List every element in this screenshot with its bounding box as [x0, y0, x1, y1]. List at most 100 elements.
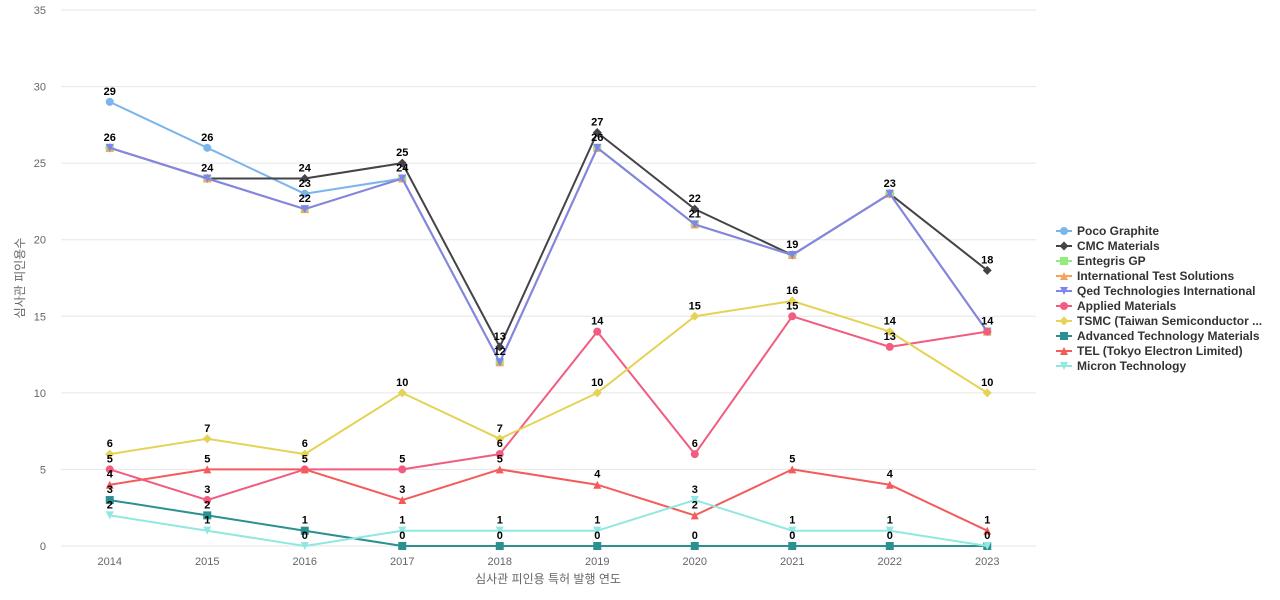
data-label: 6: [497, 438, 503, 450]
data-point[interactable]: [982, 388, 992, 398]
legend-item-5[interactable]: Qed Technologies International: [1056, 284, 1255, 298]
legend-item-2[interactable]: CMC Materials: [1056, 239, 1160, 253]
data-point[interactable]: [690, 496, 699, 505]
legend-marker[interactable]: [1060, 227, 1068, 235]
legend-item-4[interactable]: International Test Solutions: [1056, 269, 1234, 283]
data-label: 0: [692, 530, 698, 542]
data-point[interactable]: [885, 542, 894, 550]
data-point[interactable]: [202, 434, 212, 444]
data-point[interactable]: [788, 526, 797, 535]
legend-marker[interactable]: [1059, 316, 1069, 326]
data-point[interactable]: [397, 388, 407, 398]
data-point[interactable]: [398, 465, 407, 474]
data-point[interactable]: [397, 158, 407, 168]
legend-item-3[interactable]: Entegris GP: [1056, 254, 1146, 268]
y-tick-label: 5: [40, 464, 46, 476]
data-point[interactable]: [788, 542, 797, 550]
data-point[interactable]: [593, 327, 602, 336]
data-point[interactable]: [300, 465, 309, 474]
data-point[interactable]: [690, 542, 699, 550]
data-point[interactable]: [105, 496, 114, 505]
data-point[interactable]: [495, 434, 505, 444]
data-point[interactable]: [300, 526, 309, 535]
data-point[interactable]: [495, 342, 505, 352]
data-label: 2: [204, 499, 210, 511]
legend-item-7[interactable]: TSMC (Taiwan Semiconductor ...: [1056, 314, 1262, 328]
data-label: 10: [396, 377, 408, 389]
data-point[interactable]: [690, 450, 699, 459]
data-point[interactable]: [300, 189, 309, 198]
data-point[interactable]: [885, 189, 894, 198]
legend-item-10[interactable]: Micron Technology: [1056, 359, 1186, 373]
series-line: [109, 100, 989, 364]
data-point[interactable]: [495, 358, 504, 367]
data-point[interactable]: [300, 542, 309, 550]
data-point[interactable]: [203, 465, 212, 474]
legend-marker[interactable]: [1060, 287, 1068, 295]
data-point[interactable]: [398, 174, 407, 183]
legend-marker[interactable]: [1060, 362, 1068, 370]
data-point[interactable]: [690, 220, 699, 229]
legend-marker[interactable]: [1059, 241, 1069, 251]
data-label: 6: [692, 438, 698, 450]
data-point[interactable]: [398, 496, 407, 505]
legend-item-9[interactable]: TEL (Tokyo Electron Limited): [1056, 344, 1243, 358]
data-label: 1: [789, 515, 795, 527]
data-point[interactable]: [788, 312, 797, 321]
legend-item-6[interactable]: Applied Materials: [1056, 299, 1177, 313]
data-point[interactable]: [593, 480, 602, 489]
data-point[interactable]: [885, 526, 894, 535]
legend-item-8[interactable]: Advanced Technology Materials: [1056, 329, 1260, 343]
data-point[interactable]: [105, 449, 115, 459]
data-point[interactable]: [300, 449, 310, 459]
data-point[interactable]: [690, 311, 700, 321]
data-point[interactable]: [398, 542, 407, 550]
legend-marker[interactable]: [1060, 332, 1068, 340]
data-point[interactable]: [788, 465, 797, 474]
legend-label: Advanced Technology Materials: [1077, 329, 1260, 343]
data-point[interactable]: [495, 526, 504, 535]
data-point[interactable]: [592, 128, 602, 138]
data-point[interactable]: [690, 204, 700, 214]
legend-marker[interactable]: [1060, 257, 1068, 265]
data-point[interactable]: [495, 542, 504, 550]
legend-marker[interactable]: [1060, 347, 1068, 355]
data-point[interactable]: [495, 465, 504, 474]
data-point[interactable]: [300, 205, 309, 214]
data-point[interactable]: [203, 143, 212, 152]
data-point[interactable]: [203, 174, 212, 183]
data-point[interactable]: [787, 296, 797, 306]
data-point[interactable]: [105, 480, 114, 489]
data-point[interactable]: [593, 143, 602, 152]
data-point[interactable]: [983, 526, 992, 535]
data-point[interactable]: [983, 542, 992, 550]
legend-item-1[interactable]: Poco Graphite: [1056, 224, 1159, 238]
data-point[interactable]: [592, 388, 602, 398]
data-point[interactable]: [593, 526, 602, 535]
data-point[interactable]: [105, 143, 114, 152]
data-point[interactable]: [690, 511, 699, 520]
data-point[interactable]: [398, 526, 407, 535]
legend-marker[interactable]: [1060, 272, 1068, 280]
data-point[interactable]: [105, 97, 114, 106]
series-line: [109, 300, 988, 456]
data-point[interactable]: [885, 342, 894, 351]
data-point[interactable]: [105, 511, 114, 520]
data-point[interactable]: [983, 327, 992, 336]
data-point[interactable]: [885, 327, 895, 337]
data-label: 0: [887, 530, 893, 542]
data-point[interactable]: [105, 465, 114, 474]
data-point[interactable]: [885, 480, 894, 489]
data-point[interactable]: [300, 173, 310, 183]
data-point[interactable]: [203, 526, 212, 535]
data-point[interactable]: [203, 511, 212, 520]
data-point[interactable]: [982, 265, 992, 275]
data-point[interactable]: [203, 496, 212, 505]
data-label: 13: [494, 331, 506, 343]
data-point[interactable]: [788, 251, 797, 260]
data-point[interactable]: [593, 542, 602, 550]
data-label: 23: [884, 178, 896, 190]
legend-marker[interactable]: [1060, 302, 1068, 310]
data-point[interactable]: [495, 450, 504, 459]
data-label: 27: [591, 117, 603, 129]
